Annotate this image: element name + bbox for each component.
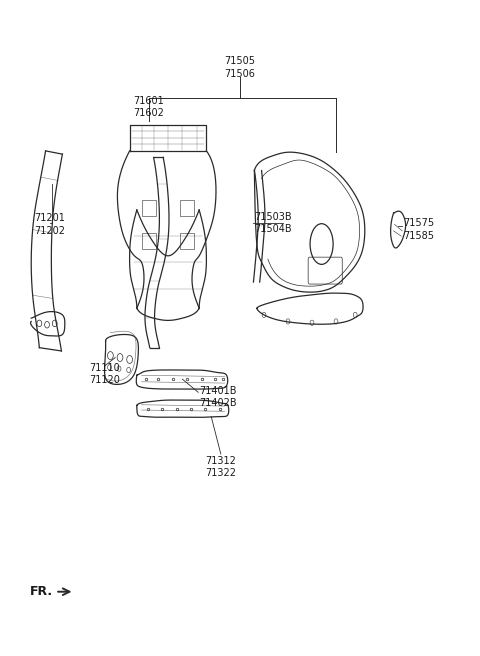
Text: 71201
71202: 71201 71202: [35, 213, 66, 236]
Text: 71503B
71504B: 71503B 71504B: [254, 212, 292, 234]
Text: 71505
71506: 71505 71506: [225, 56, 255, 79]
Bar: [142, 200, 156, 216]
Bar: [180, 200, 194, 216]
Text: 71312
71322: 71312 71322: [205, 456, 236, 478]
Text: FR.: FR.: [30, 585, 53, 598]
Text: 71575
71585: 71575 71585: [403, 218, 434, 241]
Text: 71110
71120: 71110 71120: [89, 363, 120, 385]
Bar: [180, 233, 194, 249]
Text: 71401B
71402B: 71401B 71402B: [199, 386, 237, 408]
Bar: [142, 233, 156, 249]
Text: 71601
71602: 71601 71602: [133, 96, 164, 118]
